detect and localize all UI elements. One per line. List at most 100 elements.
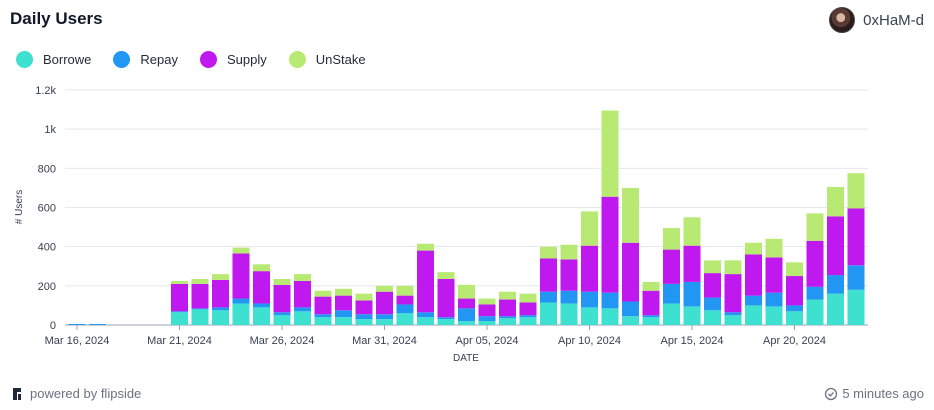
bar-segment-repay[interactable] [663,283,680,304]
bar-segment-supply[interactable] [212,279,229,308]
bar-segment-borrowe[interactable] [253,307,270,325]
bar-segment-borrowe[interactable] [724,315,742,325]
bar-segment-borrowe[interactable] [560,303,578,325]
bar-segment-borrowe[interactable] [294,311,311,325]
bar-segment-supply[interactable] [642,290,660,316]
bar-segment-borrowe[interactable] [786,311,803,325]
bar-segment-repay[interactable] [683,281,701,307]
bar-segment-unstake[interactable] [827,186,844,217]
bar-segment-repay[interactable] [212,307,229,311]
bar-segment-borrowe[interactable] [417,317,434,325]
bar-segment-repay[interactable] [417,312,434,318]
bar-segment-repay[interactable] [642,315,660,318]
bar-segment-supply[interactable] [745,254,762,296]
bar-segment-unstake[interactable] [704,260,721,274]
bar-segment-supply[interactable] [478,304,496,317]
bar-segment-supply[interactable] [806,240,824,287]
bar-segment-repay[interactable] [171,311,188,313]
bar-segment-borrowe[interactable] [499,318,516,325]
bar-segment-repay[interactable] [89,324,106,325]
bar-segment-unstake[interactable] [417,243,434,251]
bar-segment-supply[interactable] [437,278,455,318]
bar-segment-unstake[interactable] [212,274,229,280]
bar-segment-unstake[interactable] [642,281,660,291]
bar-segment-unstake[interactable] [458,284,475,299]
bar-segment-borrowe[interactable] [827,293,844,325]
bar-segment-supply[interactable] [847,208,865,266]
bar-segment-unstake[interactable] [499,291,516,300]
bar-segment-unstake[interactable] [396,285,414,296]
bar-segment-supply[interactable] [171,283,188,312]
bar-segment-supply[interactable] [191,283,209,309]
bar-segment-repay[interactable] [191,308,209,310]
bar-segment-borrowe[interactable] [581,307,598,325]
bar-segment-supply[interactable] [765,257,783,293]
legend-item-unstake[interactable]: UnStake [288,51,366,68]
bar-segment-borrowe[interactable] [519,317,537,325]
bar-segment-unstake[interactable] [786,262,803,277]
bar-segment-borrowe[interactable] [663,303,680,325]
bar-segment-repay[interactable] [437,317,455,320]
bar-segment-repay[interactable] [560,290,578,304]
bar-segment-supply[interactable] [396,295,414,305]
bar-segment-borrowe[interactable] [765,306,783,325]
legend-item-repay[interactable]: Repay [113,51,178,68]
bar-segment-supply[interactable] [294,280,311,308]
bar-segment-unstake[interactable] [560,244,578,260]
bar-segment-unstake[interactable] [540,246,557,259]
bar-segment-repay[interactable] [519,315,537,318]
bar-segment-repay[interactable] [458,308,475,322]
bar-segment-unstake[interactable] [663,228,680,250]
bar-segment-supply[interactable] [499,299,516,317]
bar-segment-unstake[interactable] [478,298,496,305]
bar-segment-borrowe[interactable] [704,310,721,325]
bar-segment-repay[interactable] [724,312,742,316]
bar-segment-unstake[interactable] [581,211,598,246]
bar-segment-supply[interactable] [314,296,332,315]
bar-segment-supply[interactable] [581,245,598,292]
bar-segment-repay[interactable] [806,286,824,300]
bar-segment-supply[interactable] [335,295,352,311]
bar-segment-borrowe[interactable] [232,303,250,325]
bar-segment-borrowe[interactable] [314,317,332,325]
bar-segment-supply[interactable] [704,273,721,298]
bar-segment-supply[interactable] [663,249,680,284]
bar-segment-repay[interactable] [376,314,393,320]
bar-segment-borrowe[interactable] [745,305,762,325]
bar-segment-repay[interactable] [253,303,270,308]
bar-segment-borrowe[interactable] [273,315,291,325]
bar-segment-repay[interactable] [273,312,291,316]
bar-segment-repay[interactable] [786,305,803,312]
bar-segment-supply[interactable] [253,271,270,304]
bar-segment-supply[interactable] [355,300,373,315]
bar-segment-repay[interactable] [499,316,516,319]
bar-segment-supply[interactable] [458,298,475,309]
legend-item-supply[interactable]: Supply [200,51,267,68]
bar-segment-borrowe[interactable] [847,289,865,325]
bar-segment-repay[interactable] [704,297,721,311]
bar-segment-repay[interactable] [601,292,619,309]
bar-segment-repay[interactable] [335,310,352,318]
bar-segment-borrowe[interactable] [806,299,824,325]
bar-segment-repay[interactable] [68,324,86,325]
user-name[interactable]: 0xHaM-d [863,11,924,29]
bar-segment-unstake[interactable] [519,293,537,303]
bar-segment-borrowe[interactable] [212,310,229,325]
bar-segment-unstake[interactable] [355,293,373,301]
bar-segment-unstake[interactable] [683,217,701,246]
bar-segment-repay[interactable] [745,295,762,306]
bar-segment-repay[interactable] [827,275,844,294]
bar-segment-supply[interactable] [724,274,742,313]
bar-segment-unstake[interactable] [847,173,865,209]
bar-segment-supply[interactable] [786,276,803,306]
bar-segment-repay[interactable] [396,304,414,314]
bar-segment-borrowe[interactable] [191,309,209,325]
bar-segment-supply[interactable] [273,284,291,313]
bar-segment-borrowe[interactable] [622,316,639,325]
bar-segment-borrowe[interactable] [601,308,619,325]
bar-segment-supply[interactable] [560,259,578,291]
bar-segment-unstake[interactable] [745,242,762,255]
bar-segment-supply[interactable] [519,302,537,316]
bar-segment-unstake[interactable] [622,187,639,243]
powered-by[interactable]: powered by flipside [10,386,141,401]
